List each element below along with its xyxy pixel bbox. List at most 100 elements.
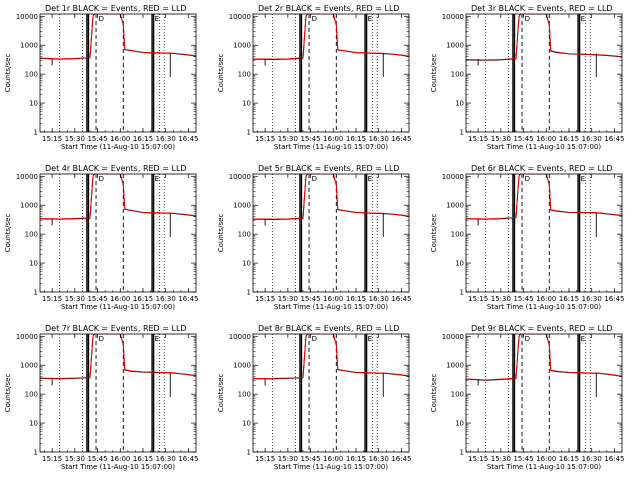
y-tick-label: 10 xyxy=(242,420,251,428)
y-tick-label: 1 xyxy=(247,129,251,137)
chart-title: Det 4r BLACK = Events, RED = LLD xyxy=(45,164,187,173)
interval-label-d: D xyxy=(525,335,530,343)
chart-title: Det 1r BLACK = Events, RED = LLD xyxy=(45,4,187,13)
x-tick-label: 15:30 xyxy=(278,455,298,463)
x-tick-label: 16:45 xyxy=(178,455,198,463)
y-tick-label: 10000 xyxy=(16,333,38,341)
x-tick-label: 16:15 xyxy=(346,135,366,143)
y-tick-label: 1000 xyxy=(446,362,464,370)
x-tick-label: 16:45 xyxy=(604,135,624,143)
y-tick-label: 10000 xyxy=(16,13,38,21)
plot-frame xyxy=(40,334,196,452)
interval-label-d: D xyxy=(312,175,317,183)
series-line-lld xyxy=(253,14,409,59)
x-tick-label: 15:45 xyxy=(87,135,107,143)
interval-label-d: D xyxy=(525,15,530,23)
x-axis-label: Start Time (11-Aug-10 15:07:00) xyxy=(274,303,388,311)
interval-label-e: E xyxy=(368,15,372,23)
x-tick-label: 15:45 xyxy=(513,455,533,463)
series-line-events xyxy=(40,334,196,379)
x-tick-label: 16:15 xyxy=(559,295,579,303)
plot-frame xyxy=(253,14,409,132)
y-tick-label: 10000 xyxy=(229,13,251,21)
y-tick-label: 1 xyxy=(34,289,38,297)
y-tick-label: 100 xyxy=(25,71,38,79)
chart-title: Det 3r BLACK = Events, RED = LLD xyxy=(471,4,613,13)
interval-label-e: E xyxy=(155,335,159,343)
series-line-events xyxy=(40,14,196,59)
series-line-lld xyxy=(466,174,622,219)
x-tick-label: 15:45 xyxy=(300,295,320,303)
y-axis-label: Counts/sec xyxy=(4,374,12,413)
y-tick-label: 10 xyxy=(242,260,251,268)
x-tick-label: 16:15 xyxy=(346,295,366,303)
x-axis-label: Start Time (11-Aug-10 15:07:00) xyxy=(61,143,175,151)
interval-label-e: E xyxy=(581,15,585,23)
x-tick-label: 15:30 xyxy=(65,295,85,303)
series-line-lld xyxy=(253,174,409,219)
x-tick-label: 16:30 xyxy=(156,135,176,143)
x-axis-label: Start Time (11-Aug-10 15:07:00) xyxy=(61,463,175,471)
y-tick-label: 10000 xyxy=(442,13,464,21)
x-tick-label: 16:45 xyxy=(391,295,411,303)
x-axis-label: Start Time (11-Aug-10 15:07:00) xyxy=(274,143,388,151)
interval-label-e: E xyxy=(155,15,159,23)
x-tick-label: 15:45 xyxy=(513,135,533,143)
x-tick-label: 15:15 xyxy=(42,135,62,143)
y-tick-label: 100 xyxy=(25,231,38,239)
x-tick-label: 16:00 xyxy=(110,295,130,303)
x-tick-label: 15:15 xyxy=(468,455,488,463)
x-tick-label: 15:15 xyxy=(42,295,62,303)
x-axis-label: Start Time (11-Aug-10 15:07:00) xyxy=(487,143,601,151)
y-axis-label: Counts/sec xyxy=(217,214,225,253)
series-line-lld xyxy=(466,14,622,60)
plot-frame xyxy=(40,174,196,292)
interval-label-d: D xyxy=(525,175,530,183)
y-tick-label: 1000 xyxy=(233,202,251,210)
plot-frame xyxy=(466,334,622,452)
y-tick-label: 10000 xyxy=(229,173,251,181)
x-tick-label: 15:30 xyxy=(491,135,511,143)
x-tick-label: 16:15 xyxy=(133,295,153,303)
series-line-events xyxy=(253,174,409,220)
y-tick-label: 1000 xyxy=(233,362,251,370)
x-tick-label: 16:15 xyxy=(133,455,153,463)
y-tick-label: 10 xyxy=(29,100,38,108)
y-tick-label: 1000 xyxy=(20,362,38,370)
interval-label-d: D xyxy=(99,15,104,23)
x-tick-label: 16:30 xyxy=(582,135,602,143)
y-tick-label: 10000 xyxy=(16,173,38,181)
plot-frame xyxy=(253,174,409,292)
series-line-events xyxy=(253,334,409,379)
x-tick-label: 16:00 xyxy=(323,135,343,143)
y-tick-label: 1000 xyxy=(446,202,464,210)
x-tick-label: 15:30 xyxy=(65,135,85,143)
y-tick-label: 1 xyxy=(34,129,38,137)
y-axis-label: Counts/sec xyxy=(430,54,438,93)
x-axis-label: Start Time (11-Aug-10 15:07:00) xyxy=(487,303,601,311)
series-line-events xyxy=(253,14,409,60)
y-axis-label: Counts/sec xyxy=(430,374,438,413)
x-tick-label: 16:15 xyxy=(559,135,579,143)
chart-title: Det 6r BLACK = Events, RED = LLD xyxy=(471,164,613,173)
x-tick-label: 15:45 xyxy=(300,455,320,463)
x-tick-label: 16:30 xyxy=(369,295,389,303)
x-tick-label: 15:15 xyxy=(468,135,488,143)
x-axis-label: Start Time (11-Aug-10 15:07:00) xyxy=(61,303,175,311)
x-tick-label: 16:00 xyxy=(536,135,556,143)
chart-panel-1: Det 1r BLACK = Events, RED = LLD D E 1 10 100… xyxy=(4,4,199,151)
chart-title: Det 5r BLACK = Events, RED = LLD xyxy=(258,164,400,173)
x-tick-label: 16:45 xyxy=(178,135,198,143)
y-tick-label: 1 xyxy=(460,129,464,137)
x-tick-label: 16:30 xyxy=(156,295,176,303)
y-tick-label: 10 xyxy=(29,260,38,268)
interval-label-e: E xyxy=(581,175,585,183)
y-axis-label: Counts/sec xyxy=(217,374,225,413)
